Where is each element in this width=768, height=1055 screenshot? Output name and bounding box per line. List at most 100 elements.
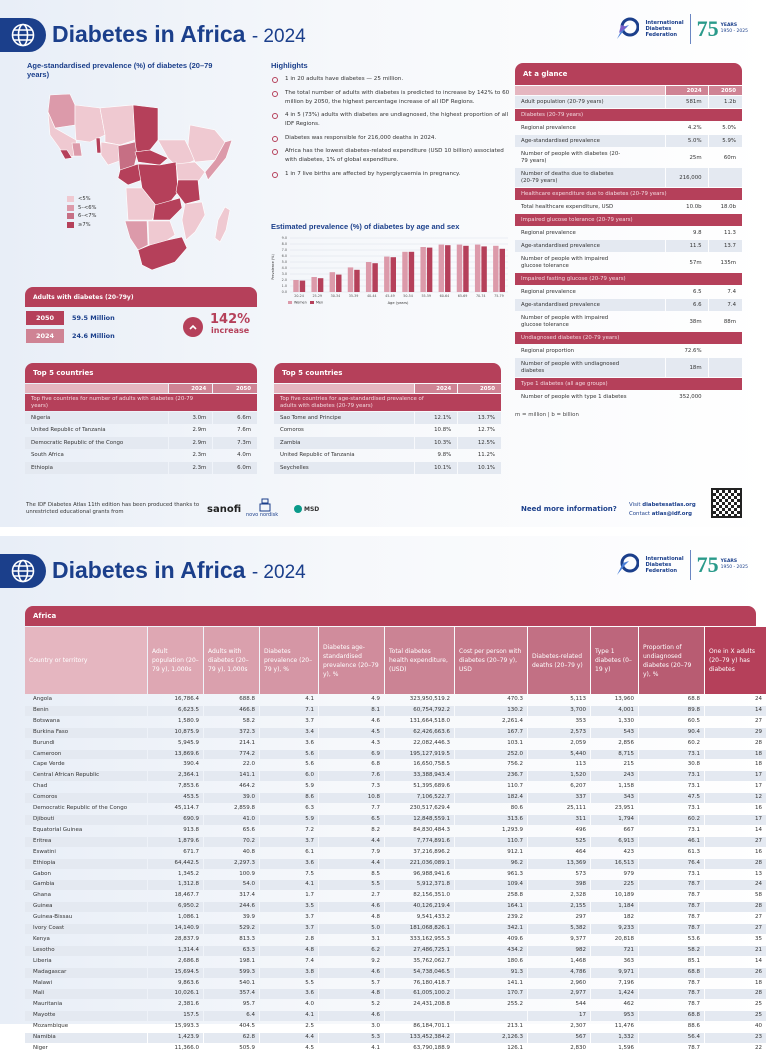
value-2024: 6.5 xyxy=(693,289,702,295)
table-row: Liberia 2,686.8 198.1 7.4 9.2 35,762,062.7 180… xyxy=(25,957,766,967)
bar-men-25-29 xyxy=(317,278,324,292)
y-tick-label: 1.0 xyxy=(282,284,287,288)
data-cell: 4.6 xyxy=(319,967,384,978)
value-2050: 13.7 xyxy=(708,240,742,252)
data-cell: 10,189 xyxy=(614,892,634,899)
map-region-ghana xyxy=(71,142,83,157)
highlight-item: Diabetes was responsible for 216,000 dea… xyxy=(271,134,511,143)
data-cell: 17 xyxy=(528,1011,590,1022)
legend-swatch xyxy=(288,301,292,304)
website-link[interactable]: diabetesatlas.org xyxy=(642,502,696,508)
data-cell: 9,233 xyxy=(591,924,638,934)
country-name: Nigeria xyxy=(25,412,168,424)
section-label: Healthcare expenditure due to diabetes (… xyxy=(515,188,742,200)
column-header: Diabetes-related deaths (20–79 y) xyxy=(528,627,590,694)
glance-row: Age-standardised prevalence 5.0% 5.9% xyxy=(515,135,742,147)
data-cell: 21 xyxy=(705,945,766,956)
table-row: Ghana 18,467.7 317.4 1.7 2.7 82,156,351.0 258.… xyxy=(25,891,766,901)
value-2024: 4.2% xyxy=(687,125,702,131)
table-row: Namibia 1,423.9 62.8 4.4 5.3 133,452,384.2 2,1… xyxy=(25,1033,766,1043)
country-name: Democratic Republic of the Congo xyxy=(33,805,128,812)
table-row: United Republic of Tanzania 9.8% 11.2% xyxy=(274,450,501,462)
bar-men-45-49 xyxy=(390,257,397,292)
table-row: Niger 11,366.0 505.9 4.5 4.1 63,790,188.9 126.… xyxy=(25,1044,766,1054)
data-cell: 2,261.4 xyxy=(502,717,523,724)
country-name: Seychelles xyxy=(274,462,414,474)
glance-row: Number of people with impaired glucose t… xyxy=(515,253,742,272)
x-axis-label: Age (years) xyxy=(388,301,409,305)
idf-logo: International Diabetes Federation 75 YEARS… xyxy=(615,14,748,44)
table-row: Angola 16,786.4 688.8 4.1 4.9 323,950,519.2 47… xyxy=(25,695,766,705)
col-2024: 2024 xyxy=(168,384,213,393)
table-row: Nigeria 3.0m 6.6m xyxy=(25,412,257,424)
data-cell: 4.6 xyxy=(371,717,380,724)
data-cell: 343 xyxy=(591,793,638,804)
data-cell: 214.1 xyxy=(239,739,255,746)
x-tick-label: 25-29 xyxy=(312,294,322,298)
blank-header xyxy=(25,384,168,393)
data-cell: 27,486,725.1 xyxy=(385,945,454,956)
value-2024: 10.0b xyxy=(686,204,702,210)
row-label: Regional prevalence xyxy=(521,125,576,131)
value-2050: 18.0b xyxy=(720,204,736,210)
factsheet-page-1: Diabetes in Africa - 2024 International D… xyxy=(0,0,768,527)
qr-code[interactable] xyxy=(711,488,742,518)
data-cell: 22,082,446.3 xyxy=(413,739,450,746)
data-cell: 1,293.9 xyxy=(502,826,523,833)
bar-women-40-44 xyxy=(365,262,372,292)
glance-row: Total healthcare expenditure, USD 10.0b 18… xyxy=(515,201,742,213)
data-cell: 353 xyxy=(575,717,587,724)
data-cell: 22 xyxy=(755,1045,762,1051)
country-name: Central African Republic xyxy=(25,771,147,782)
map-region-chad xyxy=(132,104,159,153)
table-row: Madagascar 15,694.5 599.3 3.8 4.6 54,738,046.… xyxy=(25,967,766,978)
data-cell: 12,848,559.1 xyxy=(385,814,454,825)
data-cell: 4.1 xyxy=(260,880,318,891)
data-cell: 13 xyxy=(755,870,762,877)
blank-header xyxy=(515,86,665,95)
data-cell: 60,754,792.2 xyxy=(385,705,454,716)
data-cell: 8.5 xyxy=(371,870,380,877)
value-2050: 135m xyxy=(720,259,736,266)
data-cell: 409.6 xyxy=(507,935,523,942)
bar-men-75-79 xyxy=(499,248,506,292)
email-link[interactable]: atlas@idf.org xyxy=(651,511,693,517)
data-cell: 1,520 xyxy=(528,771,590,782)
value-2050: 7.3m xyxy=(213,437,257,449)
top5-count-title: Top 5 countries xyxy=(25,363,257,383)
data-cell: 1,086.1 xyxy=(178,914,199,921)
table-row: South Africa 2.3m 4.0m xyxy=(25,450,257,462)
data-cell: 5.6 xyxy=(305,761,314,768)
y-tick-label: 8.0 xyxy=(282,242,287,246)
value-2050: 13.7% xyxy=(458,412,501,424)
data-cell: 2,381.6 xyxy=(178,1001,199,1008)
data-cell: 7.7 xyxy=(371,805,380,812)
data-cell: 5.9 xyxy=(305,783,314,790)
data-cell: 2,830 xyxy=(570,1045,586,1051)
year-header-row: 2024 2050 xyxy=(25,384,257,393)
data-cell: 4.9 xyxy=(371,696,380,702)
data-cell: 24,431,208.8 xyxy=(413,1001,450,1008)
data-cell: 182.4 xyxy=(455,793,527,804)
year-header-row: 2024 2050 xyxy=(515,86,742,95)
row-label: Number of deaths due to diabetes (20-79 … xyxy=(515,168,665,187)
data-cell: 5.3 xyxy=(319,1033,384,1043)
table-row: Mauritania 2,381.6 95.7 4.0 5.2 24,431,208.8 2… xyxy=(25,1000,766,1010)
value-2024: 9.8% xyxy=(437,452,452,459)
data-cell: 5,113 xyxy=(570,696,586,702)
x-tick-label: 40-44 xyxy=(367,294,377,298)
data-cell: 28,837.9 xyxy=(174,935,200,942)
data-cell: 16,650,758.5 xyxy=(413,761,450,768)
data-cell: 2,364.1 xyxy=(148,771,203,782)
data-cell: 3,700 xyxy=(528,705,590,716)
need-info-text: Need more information? xyxy=(521,505,617,513)
bar-men-55-59 xyxy=(426,247,433,292)
country-name: Malawi xyxy=(33,979,53,986)
data-cell: 61,005,100.2 xyxy=(385,989,454,1000)
data-cell: 912.1 xyxy=(507,848,523,855)
map-region-mozambique xyxy=(181,201,206,241)
data-cell: 4.8 xyxy=(260,945,318,956)
country-name: Djibouti xyxy=(25,814,147,825)
data-cell: 6.0 xyxy=(260,771,318,782)
country-name: Ivory Coast xyxy=(25,924,147,934)
